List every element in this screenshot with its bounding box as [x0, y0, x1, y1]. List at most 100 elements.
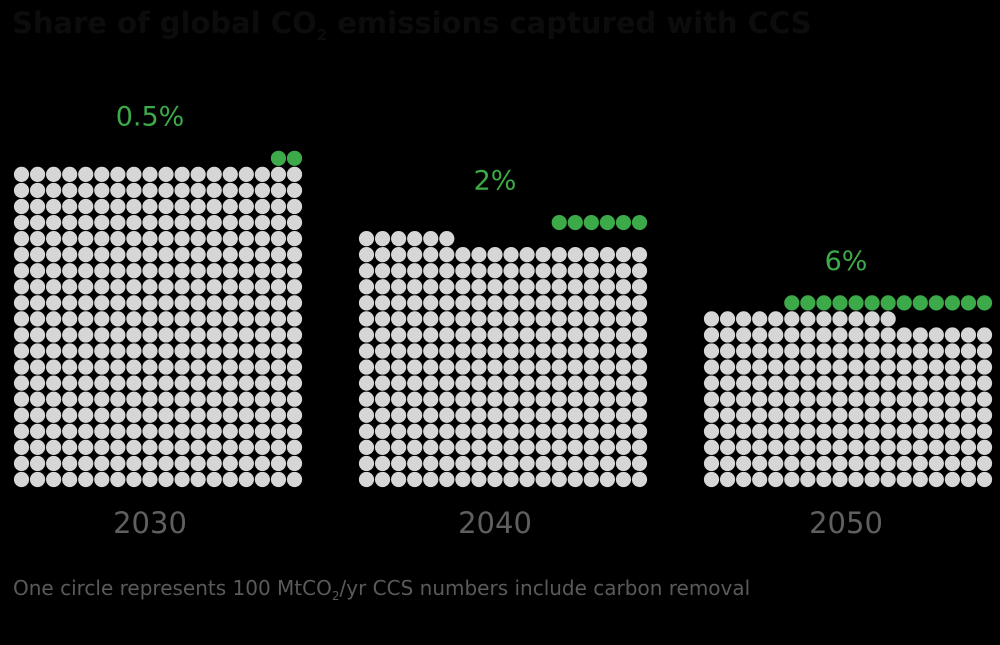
emission-circle: [62, 455, 78, 472]
emission-circle: [519, 439, 535, 455]
emission-circle: [190, 439, 206, 455]
emission-circle: [46, 439, 62, 455]
emission-circle: [407, 359, 423, 375]
emission-circle: [238, 455, 254, 472]
emission-circle: [206, 439, 222, 455]
emission-circle: [174, 407, 190, 423]
emission-circle: [174, 247, 190, 263]
emission-circle: [519, 471, 535, 488]
emission-circle: [816, 375, 832, 391]
emission-circle: [519, 247, 535, 263]
emission-circle: [976, 391, 993, 407]
emission-circle: [142, 247, 158, 263]
emission-circle: [270, 375, 287, 391]
emission-circle: [631, 343, 648, 359]
emission-circle: [976, 375, 993, 391]
emission-circle: [864, 471, 880, 488]
emission-circle: [78, 407, 94, 423]
emission-circle: [358, 231, 375, 247]
emission-circle: [62, 391, 78, 407]
emission-circle: [29, 455, 46, 472]
emission-circle: [270, 263, 287, 279]
emission-circle: [222, 359, 238, 375]
emission-circle: [174, 343, 190, 359]
emission-circle: [784, 407, 800, 423]
emission-circle: [631, 359, 648, 375]
emission-circle: [599, 359, 616, 375]
emission-circle: [62, 231, 78, 247]
emission-circle: [94, 423, 110, 439]
emission-circle: [471, 455, 487, 472]
emission-circle: [519, 327, 535, 343]
emission-circle: [286, 407, 303, 423]
emission-circle: [190, 311, 206, 327]
emission-circle: [864, 455, 880, 472]
emission-circle: [423, 423, 439, 439]
emission-circle: [158, 231, 174, 247]
emission-circle: [254, 166, 270, 182]
emission-circle: [94, 295, 110, 311]
emission-circle: [270, 423, 287, 439]
emission-circle: [286, 471, 303, 488]
year-label-2040: 2040: [458, 506, 532, 540]
emission-circle: [519, 343, 535, 359]
emission-circle: [848, 359, 864, 375]
emission-circle: [960, 327, 977, 343]
emission-circle: [374, 343, 391, 359]
emission-circle: [768, 311, 784, 327]
emission-circle: [880, 471, 896, 488]
emission-circle: [110, 327, 126, 343]
emission-circle: [703, 455, 720, 472]
emission-circle: [206, 343, 222, 359]
emission-circle: [206, 455, 222, 472]
emission-circle: [62, 182, 78, 199]
emission-circle: [439, 263, 455, 279]
emission-circle: [206, 391, 222, 407]
emission-circle: [29, 391, 46, 407]
emission-circle: [816, 359, 832, 375]
emission-circle: [46, 423, 62, 439]
emission-circle: [174, 455, 190, 472]
emission-circle: [174, 327, 190, 343]
emission-circle: [270, 343, 287, 359]
emission-circle: [519, 375, 535, 391]
emission-circle: [752, 407, 768, 423]
emission-circle: [535, 391, 551, 407]
emission-circle: [880, 423, 896, 439]
emission-circle: [29, 407, 46, 423]
emission-circle: [471, 359, 487, 375]
emission-circle: [29, 311, 46, 327]
captured-circle: [567, 214, 583, 231]
emission-circle: [439, 247, 455, 263]
emission-circle: [254, 295, 270, 311]
emission-circle: [880, 359, 896, 375]
emission-circle: [423, 471, 439, 488]
emission-circle: [374, 295, 391, 311]
emission-circle: [222, 343, 238, 359]
emission-circle: [784, 311, 800, 327]
emission-circle: [158, 311, 174, 327]
emission-circle: [719, 455, 736, 472]
emission-circle: [158, 375, 174, 391]
emission-circle: [374, 439, 391, 455]
emission-circle: [615, 263, 632, 279]
emission-circle: [719, 327, 736, 343]
emission-circle: [752, 311, 768, 327]
emission-circle: [13, 359, 30, 375]
emission-circle: [391, 231, 407, 247]
emission-circle: [391, 423, 407, 439]
emission-circle: [519, 391, 535, 407]
emission-circle: [816, 455, 832, 472]
emission-circle: [407, 471, 423, 488]
emission-circle: [599, 247, 616, 263]
emission-circle: [254, 231, 270, 247]
emission-circle: [439, 391, 455, 407]
emission-circle: [960, 359, 977, 375]
emission-circle: [13, 391, 30, 407]
emission-circle: [158, 407, 174, 423]
emission-circle: [832, 343, 848, 359]
emission-circle: [455, 311, 471, 327]
emission-circle: [535, 263, 551, 279]
emission-circle: [407, 391, 423, 407]
emission-circle: [471, 423, 487, 439]
